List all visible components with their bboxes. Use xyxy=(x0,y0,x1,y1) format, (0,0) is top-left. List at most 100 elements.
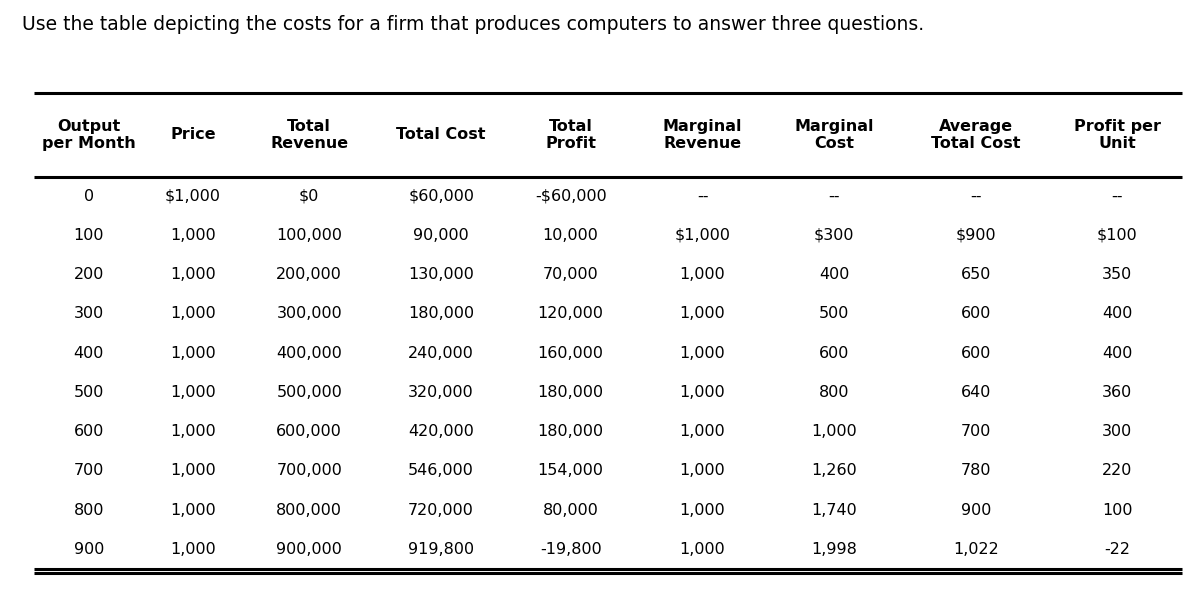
Text: --: -- xyxy=(697,188,708,203)
Text: 80,000: 80,000 xyxy=(542,503,599,518)
Text: Marginal
Cost: Marginal Cost xyxy=(794,119,874,151)
Text: 600: 600 xyxy=(961,346,991,361)
Text: 700: 700 xyxy=(73,464,104,479)
Text: $300: $300 xyxy=(814,228,854,243)
Text: 1,000: 1,000 xyxy=(679,306,725,321)
Text: -19,800: -19,800 xyxy=(540,542,601,557)
Text: 919,800: 919,800 xyxy=(408,542,474,557)
Text: $100: $100 xyxy=(1097,228,1138,243)
Text: $1,000: $1,000 xyxy=(674,228,731,243)
Text: 700,000: 700,000 xyxy=(276,464,342,479)
Text: 200: 200 xyxy=(73,267,104,282)
Text: 500: 500 xyxy=(73,385,104,400)
Text: --: -- xyxy=(970,188,982,203)
Text: 320,000: 320,000 xyxy=(408,385,474,400)
Text: Profit per
Unit: Profit per Unit xyxy=(1074,119,1160,151)
Text: 900,000: 900,000 xyxy=(276,542,342,557)
Text: 400: 400 xyxy=(1102,306,1133,321)
Text: 600,000: 600,000 xyxy=(276,424,342,439)
Text: 1,000: 1,000 xyxy=(170,503,216,518)
Text: 180,000: 180,000 xyxy=(408,306,474,321)
Text: $900: $900 xyxy=(955,228,996,243)
Text: 1,022: 1,022 xyxy=(953,542,998,557)
Text: 1,000: 1,000 xyxy=(170,542,216,557)
Text: 1,000: 1,000 xyxy=(811,424,857,439)
Text: 100: 100 xyxy=(1102,503,1133,518)
Text: 400: 400 xyxy=(1102,346,1133,361)
Text: 640: 640 xyxy=(961,385,991,400)
Text: 600: 600 xyxy=(820,346,850,361)
Text: 1,000: 1,000 xyxy=(170,464,216,479)
Text: 800,000: 800,000 xyxy=(276,503,342,518)
Text: 154,000: 154,000 xyxy=(538,464,604,479)
Text: 180,000: 180,000 xyxy=(538,385,604,400)
Text: 700: 700 xyxy=(961,424,991,439)
Text: 130,000: 130,000 xyxy=(408,267,474,282)
Text: 350: 350 xyxy=(1102,267,1133,282)
Text: -22: -22 xyxy=(1104,542,1130,557)
Text: 1,000: 1,000 xyxy=(170,424,216,439)
Text: 1,000: 1,000 xyxy=(679,464,725,479)
Text: 100: 100 xyxy=(73,228,104,243)
Text: 360: 360 xyxy=(1102,385,1133,400)
Text: 1,000: 1,000 xyxy=(679,503,725,518)
Text: 900: 900 xyxy=(961,503,991,518)
Text: 1,000: 1,000 xyxy=(679,424,725,439)
Text: 200,000: 200,000 xyxy=(276,267,342,282)
Text: 1,000: 1,000 xyxy=(679,267,725,282)
Text: 1,000: 1,000 xyxy=(679,346,725,361)
Text: 120,000: 120,000 xyxy=(538,306,604,321)
Text: 160,000: 160,000 xyxy=(538,346,604,361)
Text: 600: 600 xyxy=(73,424,104,439)
Text: --: -- xyxy=(829,188,840,203)
Text: Total
Revenue: Total Revenue xyxy=(270,119,348,151)
Text: 90,000: 90,000 xyxy=(413,228,469,243)
Text: Average
Total Cost: Average Total Cost xyxy=(931,119,1020,151)
Text: 800: 800 xyxy=(820,385,850,400)
Text: 100,000: 100,000 xyxy=(276,228,342,243)
Text: 1,000: 1,000 xyxy=(170,385,216,400)
Text: 180,000: 180,000 xyxy=(538,424,604,439)
Text: 400,000: 400,000 xyxy=(276,346,342,361)
Text: 0: 0 xyxy=(84,188,94,203)
Text: 400: 400 xyxy=(73,346,104,361)
Text: 1,260: 1,260 xyxy=(811,464,857,479)
Text: 650: 650 xyxy=(961,267,991,282)
Text: 1,000: 1,000 xyxy=(170,267,216,282)
Text: 10,000: 10,000 xyxy=(542,228,599,243)
Text: --: -- xyxy=(1111,188,1123,203)
Text: 240,000: 240,000 xyxy=(408,346,474,361)
Text: 800: 800 xyxy=(73,503,104,518)
Text: $60,000: $60,000 xyxy=(408,188,474,203)
Text: 1,000: 1,000 xyxy=(679,542,725,557)
Text: 600: 600 xyxy=(961,306,991,321)
Text: 500,000: 500,000 xyxy=(276,385,342,400)
Text: 546,000: 546,000 xyxy=(408,464,474,479)
Text: 400: 400 xyxy=(820,267,850,282)
Text: 300: 300 xyxy=(1102,424,1133,439)
Text: Total
Profit: Total Profit xyxy=(545,119,596,151)
Text: 900: 900 xyxy=(73,542,104,557)
Text: 780: 780 xyxy=(960,464,991,479)
Text: 300: 300 xyxy=(73,306,104,321)
Text: 720,000: 720,000 xyxy=(408,503,474,518)
Text: Marginal
Revenue: Marginal Revenue xyxy=(662,119,743,151)
Text: $1,000: $1,000 xyxy=(166,188,221,203)
Text: 220: 220 xyxy=(1102,464,1133,479)
Text: Use the table depicting the costs for a firm that produces computers to answer t: Use the table depicting the costs for a … xyxy=(22,15,924,34)
Text: Price: Price xyxy=(170,128,216,143)
Text: Output
per Month: Output per Month xyxy=(42,119,136,151)
Text: $0: $0 xyxy=(299,188,319,203)
Text: -$60,000: -$60,000 xyxy=(535,188,606,203)
Text: 1,000: 1,000 xyxy=(170,228,216,243)
Text: 300,000: 300,000 xyxy=(276,306,342,321)
Text: 70,000: 70,000 xyxy=(542,267,599,282)
Text: 1,998: 1,998 xyxy=(811,542,857,557)
Text: Total Cost: Total Cost xyxy=(396,128,486,143)
Text: 1,000: 1,000 xyxy=(679,385,725,400)
Text: 1,740: 1,740 xyxy=(811,503,857,518)
Text: 1,000: 1,000 xyxy=(170,346,216,361)
Text: 420,000: 420,000 xyxy=(408,424,474,439)
Text: 1,000: 1,000 xyxy=(170,306,216,321)
Text: 500: 500 xyxy=(820,306,850,321)
